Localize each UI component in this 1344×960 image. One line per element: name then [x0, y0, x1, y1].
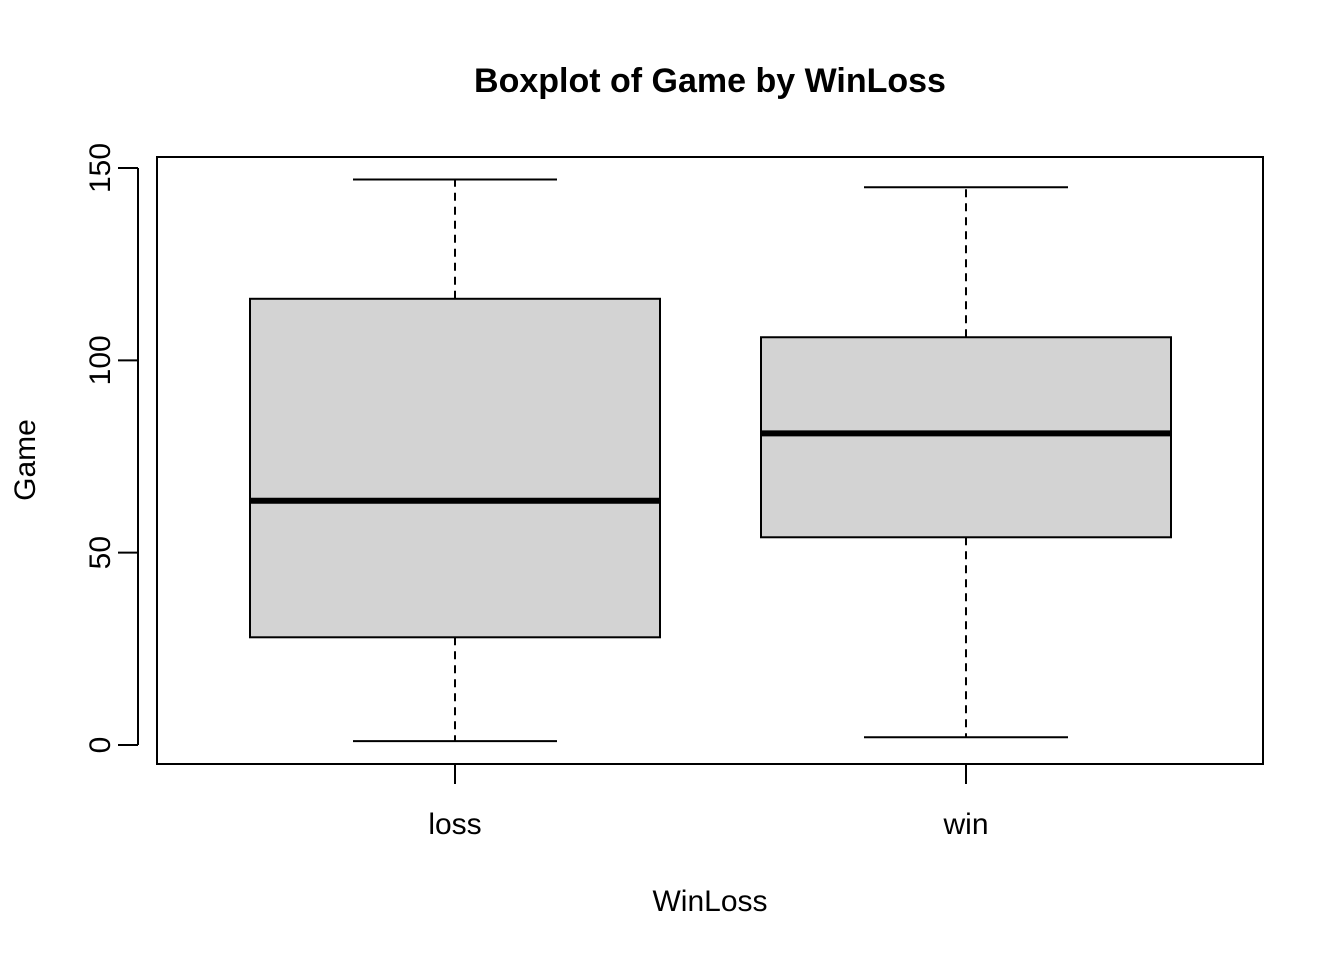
y-tick-label: 50: [84, 536, 117, 569]
box-series: [249, 178, 1172, 743]
box-win: [760, 186, 1172, 739]
iqr-box: [249, 297, 661, 639]
y-axis-label: Game: [9, 419, 42, 501]
x-tick-label-win: win: [942, 808, 988, 841]
iqr-box: [760, 336, 1172, 539]
y-tick-label: 150: [84, 143, 117, 193]
x-axis-label: WinLoss: [652, 885, 767, 918]
x-axis: loss win: [428, 764, 989, 841]
box-loss: [249, 178, 661, 743]
y-tick-label: 0: [84, 737, 117, 754]
y-axis: 0 50 100 150: [84, 143, 139, 754]
plot-frame: [156, 156, 1264, 765]
x-tick-label-loss: loss: [428, 808, 481, 841]
y-tick-label: 100: [84, 335, 117, 385]
chart-title: Boxplot of Game by WinLoss: [474, 62, 946, 100]
